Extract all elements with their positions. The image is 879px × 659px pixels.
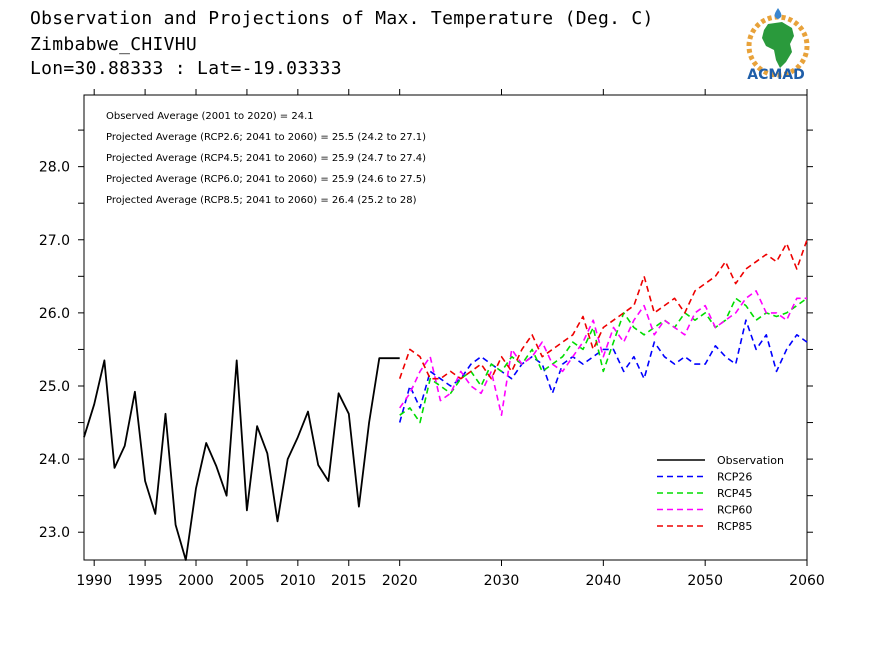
y-tick-label: 25.0 — [39, 379, 70, 395]
series-line-rcp45 — [399, 297, 808, 424]
y-tick-label: 28.0 — [39, 160, 70, 176]
x-tick-label: 1990 — [76, 573, 112, 589]
station-coordinates: Lon=30.88333 : Lat=-19.03333 — [30, 58, 342, 79]
x-tick-label: 2040 — [586, 573, 622, 589]
series-line-rcp26 — [398, 319, 808, 423]
series-line-observation — [83, 357, 400, 561]
legend-label-observation: Observation — [717, 454, 784, 467]
x-tick-label: 2020 — [382, 573, 418, 589]
x-tick-label: 2015 — [331, 573, 367, 589]
annotation-line: Projected Average (RCP8.5; 2041 to 2060)… — [106, 195, 417, 206]
legend-label-rcp26: RCP26 — [717, 471, 752, 484]
legend-label-rcp45: RCP45 — [717, 487, 752, 500]
legend-label-rcp60: RCP60 — [717, 504, 752, 517]
x-tick-label: 2005 — [229, 573, 265, 589]
acmad-logo: ACMAD — [746, 8, 810, 83]
y-tick-label: 24.0 — [39, 452, 70, 468]
x-tick-label: 2050 — [687, 573, 723, 589]
x-tick-label: 1995 — [127, 573, 163, 589]
y-tick-label: 23.0 — [39, 525, 70, 541]
series-line-rcp60 — [399, 290, 807, 417]
logo-text: ACMAD — [747, 67, 805, 83]
x-tick-label: 2000 — [178, 573, 214, 589]
x-tick-label: 2060 — [789, 573, 825, 589]
x-tick-label: 2010 — [280, 573, 316, 589]
station-name: Zimbabwe_CHIVHU — [30, 34, 198, 55]
y-tick-label: 26.0 — [39, 306, 70, 322]
plot-frame — [83, 94, 808, 561]
series-line-rcp85 — [398, 239, 808, 380]
x-tick-label: 2030 — [484, 573, 520, 589]
legend-label-rcp85: RCP85 — [717, 520, 752, 533]
annotation-line: Projected Average (RCP2.6; 2041 to 2060)… — [106, 132, 426, 143]
chart-title: Observation and Projections of Max. Temp… — [30, 8, 654, 29]
annotation-line: Observed Average (2001 to 2020) = 24.1 — [106, 111, 314, 122]
annotation-line: Projected Average (RCP4.5; 2041 to 2060)… — [106, 153, 426, 164]
annotation-line: Projected Average (RCP6.0; 2041 to 2060)… — [106, 174, 426, 185]
y-tick-label: 27.0 — [39, 233, 70, 249]
